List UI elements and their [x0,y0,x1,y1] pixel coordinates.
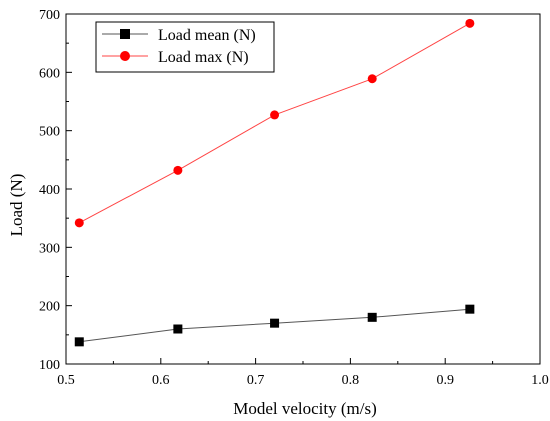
x-axis: 0.5 0.6 0.7 0.8 0.9 1.0 [57,358,549,388]
y-tick-label: 500 [39,125,60,140]
data-point-load-max-n [74,218,84,228]
series-layer [74,18,475,347]
data-point-load-max-n [270,110,280,120]
x-tick-label: 0.6 [152,373,170,388]
y-tick-label: 200 [39,300,60,315]
x-tick-label: 0.7 [247,373,265,388]
x-tick-label: 0.8 [342,373,360,388]
data-point-load-mean-n [465,304,475,314]
legend-marker-load-max [120,51,130,61]
data-point-load-mean-n [367,312,377,322]
legend-label-load-max: Load max (N) [158,49,249,66]
legend-entry-load-mean: Load mean (N) [102,27,256,44]
x-axis-title: Model velocity (m/s) [233,399,377,418]
x-tick-label: 0.5 [57,373,75,388]
y-tick-label: 300 [39,241,60,256]
y-axis-title: Load (N) [7,174,26,237]
legend-label-load-mean: Load mean (N) [158,27,256,44]
y-tick-label: 600 [39,66,60,81]
legend: Load mean (N) Load max (N) [95,21,275,73]
data-point-load-mean-n [270,318,280,328]
y-tick-label: 100 [39,358,60,373]
x-tick-label: 0.9 [436,373,454,388]
x-tick-label: 1.0 [531,373,549,388]
data-point-load-max-n [367,74,377,84]
data-point-load-max-n [173,165,183,175]
y-axis: 100 200 300 400 500 600 700 [39,8,72,373]
data-point-load-max-n [465,18,475,28]
data-point-load-mean-n [173,324,183,334]
y-tick-label: 400 [39,183,60,198]
y-tick-label: 700 [39,8,60,23]
data-point-load-mean-n [74,337,84,347]
legend-entry-load-max: Load max (N) [102,49,249,66]
legend-marker-load-mean [120,29,130,39]
